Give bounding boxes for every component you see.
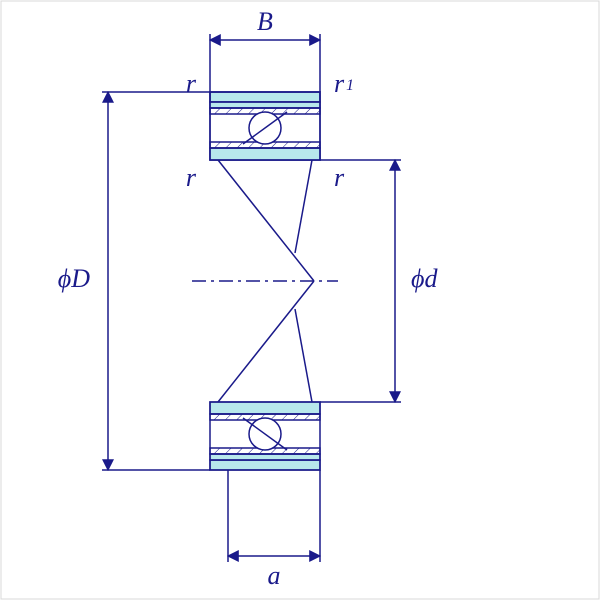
svg-text:r: r	[334, 163, 345, 192]
svg-text:B: B	[257, 7, 273, 36]
svg-text:ϕD: ϕD	[58, 264, 90, 293]
svg-text:r: r	[186, 69, 197, 98]
svg-text:1: 1	[346, 77, 354, 94]
svg-text:r: r	[186, 163, 197, 192]
bearing-cross-section-diagram: Brr1rrϕDϕda	[0, 0, 600, 600]
svg-text:r: r	[334, 69, 345, 98]
svg-text:a: a	[268, 561, 281, 590]
svg-text:ϕd: ϕd	[411, 264, 438, 293]
